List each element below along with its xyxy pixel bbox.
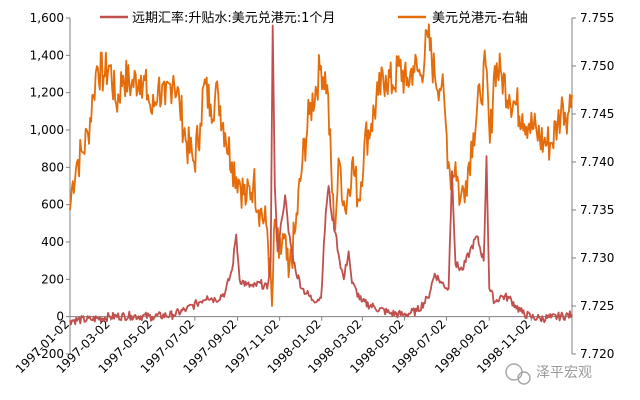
y-right-tick-label: 7.730	[580, 251, 614, 265]
y-right-tick-label: 7.740	[580, 155, 614, 169]
y-left-tick-label: 1,000	[30, 123, 64, 137]
y-right-tick-label: 7.750	[580, 59, 614, 73]
y-left-tick-label: 400	[41, 235, 64, 249]
y-right-tick-label: 7.725	[580, 299, 614, 313]
plot-area	[69, 23, 573, 326]
legend: 远期汇率:升贴水:美元兑港元:1个月 美元兑港元-右轴	[100, 10, 528, 26]
y-left-tick-label: -200	[37, 347, 64, 361]
wechat-icon	[505, 363, 523, 381]
y-right-tick-label: 7.720	[580, 347, 614, 361]
y-right-tick-label: 7.735	[580, 203, 614, 217]
y-left-tick-label: 1,600	[30, 11, 64, 25]
y-left-tick-label: 0	[56, 310, 64, 324]
legend-label-forward-premium: 远期汇率:升贴水:美元兑港元:1个月	[132, 10, 335, 26]
watermark-text: 泽平宏观	[536, 365, 592, 381]
y-right-tick-label: 7.755	[580, 11, 614, 25]
y-left-tick-label: 200	[41, 272, 64, 286]
series-line-forward-premium	[69, 24, 573, 326]
y-left-tick-label: 1,400	[30, 48, 64, 62]
y-left-tick-label: 600	[41, 198, 64, 212]
y-right-tick-label: 7.745	[580, 107, 614, 121]
y-left-tick-label: 800	[41, 160, 64, 174]
y-left-tick-label: 1,200	[30, 86, 64, 100]
series-line-usdhkd	[69, 23, 573, 307]
wechat-icon-small	[517, 371, 531, 385]
watermark: 泽平宏观	[505, 363, 592, 385]
legend-label-usdhkd: 美元兑港元-右轴	[432, 11, 528, 26]
